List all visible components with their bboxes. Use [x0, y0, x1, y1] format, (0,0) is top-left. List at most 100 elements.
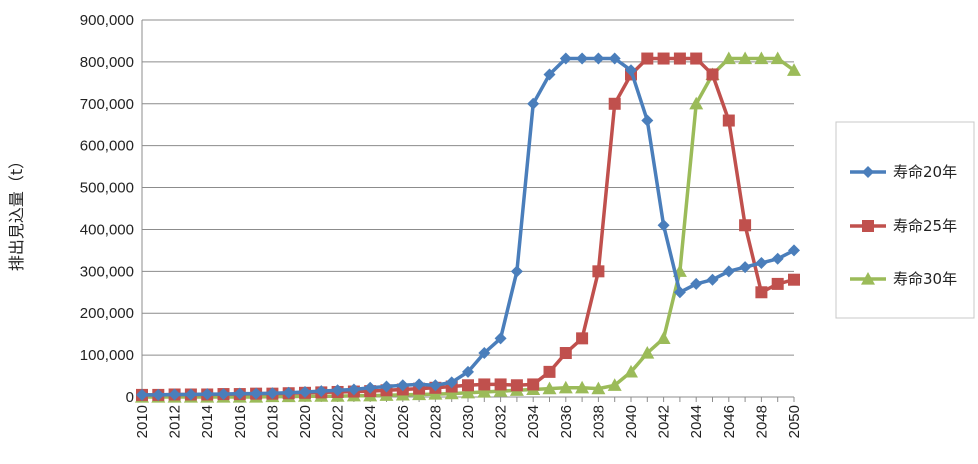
x-tick-label: 2024: [362, 405, 379, 438]
x-tick-label: 2016: [232, 405, 249, 438]
data-point: [136, 388, 148, 401]
x-tick-label: 2046: [721, 405, 738, 438]
data-point: [706, 68, 719, 81]
data-point: [543, 365, 556, 378]
y-tick-label: 500,000: [80, 180, 134, 197]
y-tick-label: 100,000: [80, 347, 134, 364]
data-point: [429, 379, 442, 392]
data-point: [494, 332, 507, 345]
legend-label: 寿命25年: [893, 217, 957, 235]
data-point: [722, 265, 735, 278]
x-tick-label: 2010: [134, 405, 151, 438]
data-point: [493, 384, 508, 397]
data-point: [282, 386, 295, 399]
data-point: [673, 286, 686, 299]
y-tick-label: 600,000: [80, 138, 134, 155]
x-tick-label: 2034: [525, 405, 542, 438]
data-point: [755, 256, 768, 269]
data-point: [657, 219, 670, 232]
x-tick-label: 2032: [493, 405, 510, 438]
data-point: [754, 51, 769, 65]
data-point: [576, 332, 589, 345]
legend-marker: [862, 166, 874, 178]
data-point: [413, 378, 426, 391]
data-point: [738, 51, 753, 65]
data-point: [152, 388, 165, 401]
data-point: [217, 388, 230, 401]
data-point: [527, 97, 540, 110]
y-tick-label: 300,000: [80, 263, 134, 280]
legend-marker: [862, 220, 874, 232]
data-point: [331, 384, 344, 397]
data-point: [315, 385, 328, 398]
data-point: [592, 52, 605, 65]
data-point: [591, 381, 606, 395]
data-point: [510, 379, 523, 392]
data-point: [690, 277, 703, 290]
y-tick-label: 700,000: [80, 96, 134, 113]
data-point: [299, 385, 311, 398]
data-point: [657, 52, 670, 65]
data-point: [576, 52, 589, 65]
y-tick-labels: 0 100,000 200,000 300,000 400,000 500,000 600,…: [80, 12, 134, 406]
data-point: [462, 365, 474, 378]
data-point: [624, 364, 638, 378]
legend-box: [835, 121, 975, 319]
x-tick-labels: 2010 2012 2014 2016 2018 2020 2022 2024 2026 2028…: [134, 405, 803, 438]
x-tick-label: 2038: [590, 405, 607, 438]
data-point: [559, 52, 572, 65]
legend-label: 寿命20年: [893, 163, 957, 181]
data-point: [266, 387, 279, 400]
data-point: [608, 52, 621, 65]
data-point: [543, 68, 556, 81]
data-point: [477, 384, 492, 398]
x-tick-label: 2048: [753, 405, 770, 438]
data-point: [364, 381, 377, 394]
x-tick-label: 2022: [330, 405, 347, 438]
data-point: [184, 388, 197, 401]
data-point: [380, 380, 393, 393]
x-tick-label: 2042: [656, 405, 673, 438]
data-point: [478, 347, 491, 360]
data-point: [673, 52, 686, 65]
x-tick-label: 2036: [558, 405, 575, 438]
data-point: [201, 388, 214, 401]
data-point: [462, 379, 474, 392]
data-point: [739, 261, 752, 274]
y-tick-label: 0: [126, 389, 134, 406]
data-point: [788, 244, 800, 257]
x-tick-label: 2026: [395, 405, 412, 438]
data-point: [788, 273, 800, 286]
data-point: [559, 347, 572, 360]
y-tick-label: 200,000: [80, 305, 134, 322]
series-0: [136, 52, 800, 401]
data-point: [721, 51, 736, 65]
data-point: [478, 378, 491, 391]
x-tick-label: 2050: [786, 405, 803, 438]
data-point: [607, 378, 622, 391]
data-point: [755, 286, 768, 299]
data-point: [494, 378, 507, 391]
x-tick-label: 2030: [460, 405, 477, 438]
x-tick-label: 2014: [199, 405, 216, 438]
y-tick-label: 900,000: [80, 12, 134, 29]
data-point: [706, 273, 719, 286]
data-point: [770, 51, 785, 65]
data-point: [641, 52, 654, 65]
x-tick-label: 2040: [623, 405, 640, 438]
data-point: [233, 387, 246, 400]
x-tick-label: 2018: [264, 405, 281, 438]
data-point: [575, 380, 590, 394]
data-point: [445, 376, 458, 389]
data-point: [640, 346, 655, 359]
data-point: [608, 97, 621, 110]
y-tick-label: 800,000: [80, 54, 134, 71]
data-point: [558, 380, 573, 394]
data-point: [771, 277, 784, 290]
x-tick-label: 2028: [427, 405, 444, 438]
data-point: [250, 387, 263, 400]
legend-marker: [861, 272, 875, 285]
x-tick-label: 2044: [688, 405, 705, 438]
